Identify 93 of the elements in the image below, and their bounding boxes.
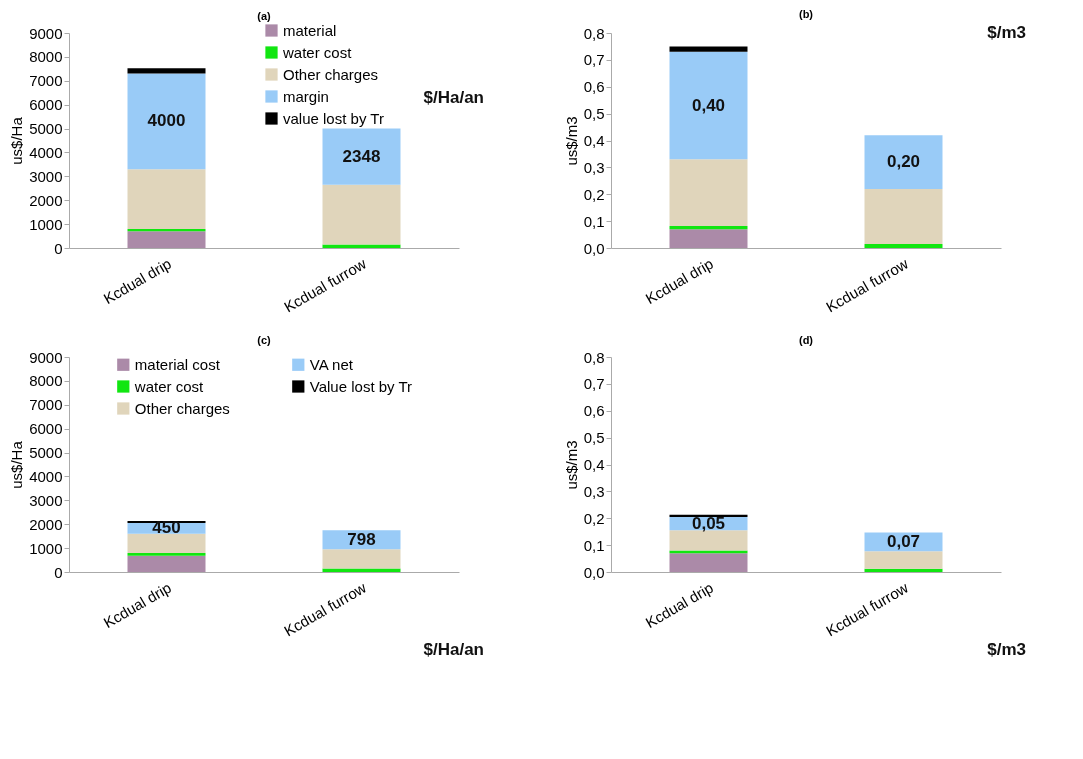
bar (669, 51, 748, 160)
y-tick-label: 0 (54, 563, 63, 581)
bar (322, 549, 401, 569)
y-tick-label: 0 (54, 239, 63, 257)
y-tick-label: 6000 (29, 96, 63, 114)
bar (669, 46, 748, 52)
legend-label: VA net (309, 355, 354, 373)
y-tick-label: 0,7 (583, 51, 605, 69)
bar (864, 243, 943, 248)
bar (127, 231, 206, 248)
y-tick-label: 9000 (29, 348, 63, 366)
y-tick-label: 0,8 (583, 348, 605, 366)
bar (127, 169, 206, 229)
data-label: 0,20 (886, 152, 921, 171)
bar (669, 225, 748, 230)
y-tick-label: 9000 (29, 24, 63, 42)
bar (127, 552, 206, 556)
bar (864, 135, 943, 189)
y-tick-label: 0,5 (583, 429, 605, 447)
bar (864, 568, 943, 572)
y-tick-label: 0,5 (583, 105, 605, 123)
y-tick-label: 8000 (29, 48, 63, 66)
annotation: $/m3 (987, 23, 1026, 42)
y-tick-label: 0,0 (583, 563, 605, 581)
data-label: 0,07 (886, 531, 921, 551)
y-tick-label: 1000 (29, 539, 63, 557)
data-label: 450 (152, 518, 181, 538)
legend-label: material cost (134, 355, 221, 373)
annotation: $/Ha/an (423, 87, 484, 107)
y-tick-label: 3000 (29, 491, 63, 509)
y-tick-label: 0,8 (583, 24, 605, 42)
y-tick-label: 0,7 (583, 375, 605, 393)
y-tick-label: 0,4 (583, 456, 605, 473)
legend-label: Other charges (283, 65, 379, 83)
chart-title: (d) (798, 334, 814, 346)
bar (127, 533, 206, 553)
legend-label: value lost by Tr (283, 109, 384, 127)
bar (322, 244, 401, 248)
bar (322, 568, 401, 572)
legend-label: Other charges (134, 399, 230, 417)
data-label: 4000 (147, 111, 186, 131)
chart-title: (c) (257, 334, 272, 346)
y-tick-label: 6000 (29, 420, 63, 438)
y-tick-label: 0,0 (583, 239, 605, 257)
bar (864, 188, 943, 244)
bar (322, 184, 401, 245)
legend-label: Value lost by Tr (309, 377, 413, 395)
text: $/m3 (987, 640, 1026, 659)
y-axis-title: us$/Ha (8, 440, 26, 489)
y-tick-label: 0,2 (583, 509, 605, 527)
y-tick-label: 5000 (29, 444, 63, 462)
bar (127, 73, 206, 170)
y-tick-label: 0,4 (583, 132, 605, 149)
y-tick-label: 7000 (29, 72, 63, 90)
chart-title: (b) (798, 8, 814, 20)
y-axis-title: us$/m3 (562, 440, 580, 490)
data-label: 798 (347, 529, 376, 549)
bar (669, 530, 748, 551)
y-tick-label: 0,1 (583, 212, 605, 230)
bar (127, 555, 206, 572)
y-tick-label: 8000 (29, 372, 63, 390)
bar (864, 551, 943, 569)
legend-label: water cost (133, 377, 204, 395)
y-axis-title: us$/m3 (562, 116, 580, 166)
bar (322, 128, 401, 185)
legend-label: material (283, 21, 337, 39)
y-axis-title: us$/Ha (8, 116, 26, 165)
data-label: 2348 (342, 146, 381, 166)
bar (127, 68, 206, 74)
y-tick-label: 0,2 (583, 185, 605, 203)
y-tick-label: 0,6 (583, 402, 605, 420)
y-tick-label: 0,1 (583, 536, 605, 554)
y-tick-label: 0,6 (583, 78, 605, 96)
bar (669, 553, 748, 572)
text: $/Ha/an (423, 640, 484, 659)
y-tick-label: 0,3 (583, 482, 605, 500)
y-tick-label: 2000 (29, 191, 63, 209)
y-tick-label: 2000 (29, 515, 63, 533)
chart-title: (a) (257, 10, 272, 22)
legend-label: margin (283, 87, 329, 105)
bar (669, 514, 748, 517)
data-label: 0,40 (691, 95, 726, 115)
data-label: 0,05 (691, 513, 726, 533)
y-tick-label: 3000 (29, 167, 63, 185)
y-tick-label: 4000 (29, 143, 63, 161)
y-tick-label: 1000 (29, 215, 63, 233)
y-tick-label: 4000 (29, 467, 63, 485)
y-tick-label: 0,3 (583, 158, 605, 176)
legend-label: water cost (282, 43, 353, 61)
bar (669, 229, 748, 248)
bar (669, 159, 748, 226)
y-tick-label: 7000 (29, 396, 63, 414)
y-tick-label: 5000 (29, 120, 63, 138)
